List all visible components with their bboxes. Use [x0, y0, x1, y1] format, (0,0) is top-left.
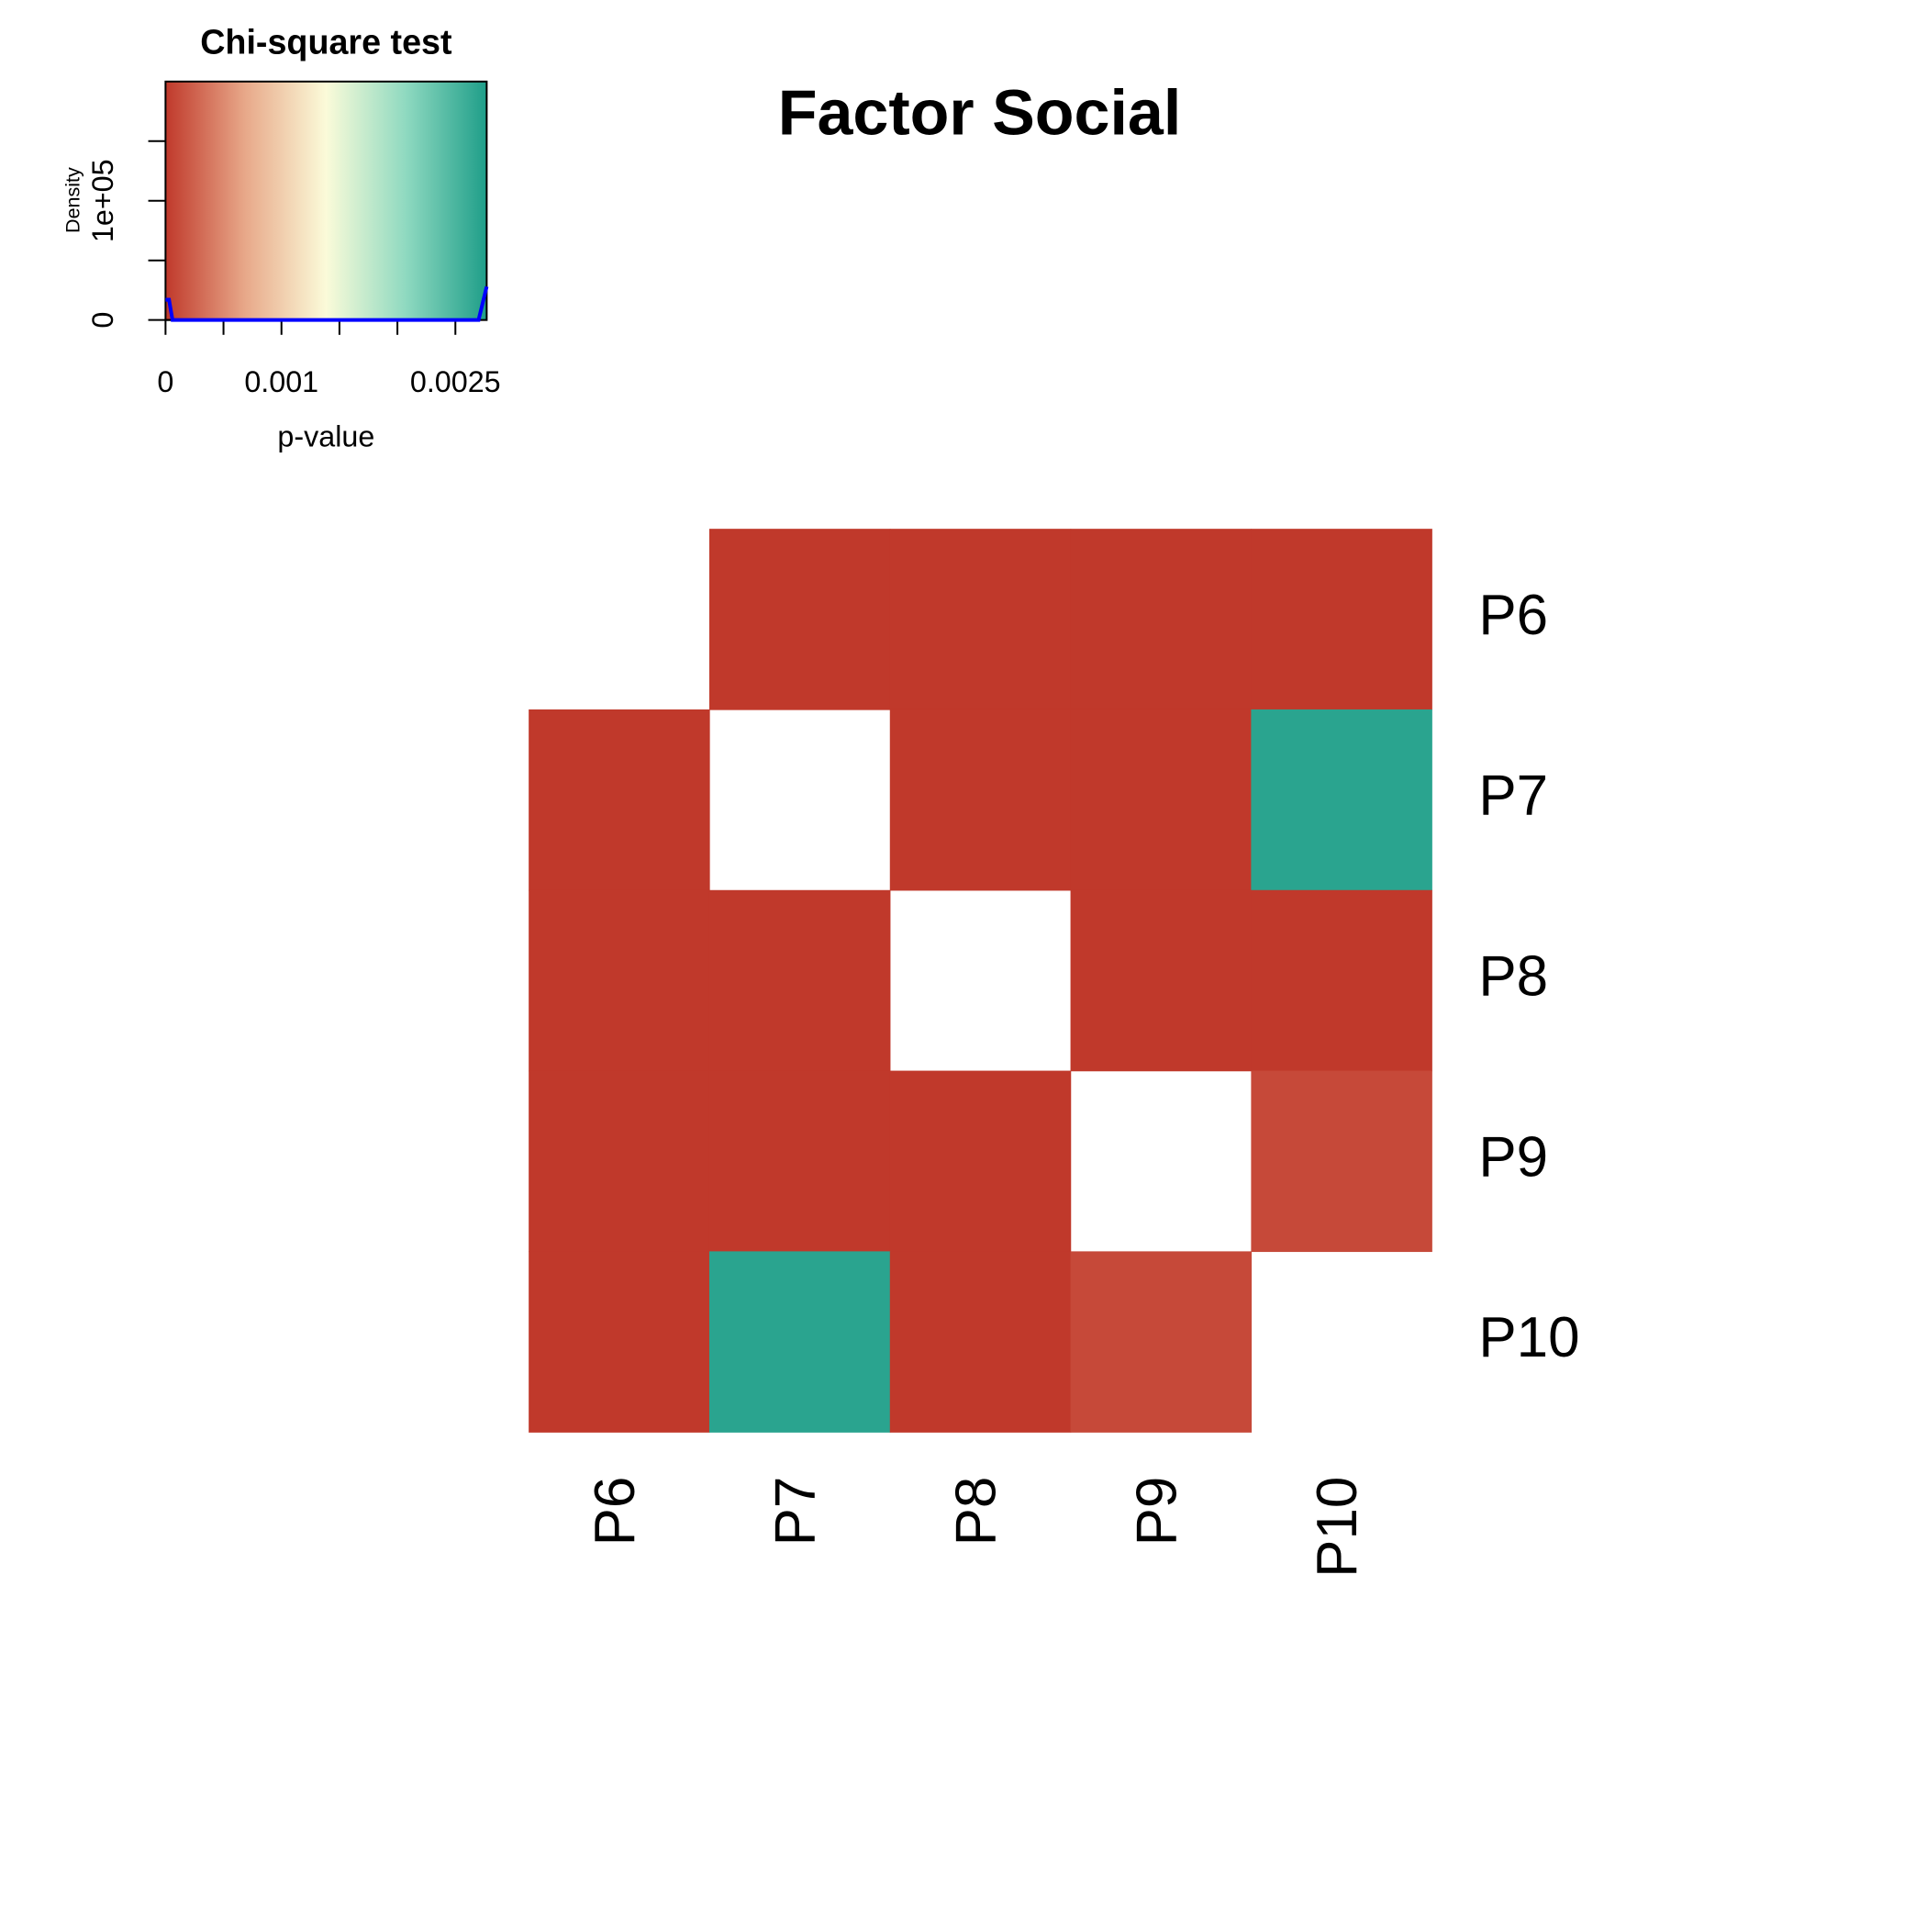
cell [889, 709, 1072, 891]
key-xlabel: p-value [277, 419, 374, 452]
col-label: P7 [764, 1477, 828, 1547]
col-label: P10 [1306, 1477, 1369, 1578]
cell [708, 1070, 891, 1253]
cell [529, 709, 710, 891]
col-label: P8 [945, 1477, 1008, 1547]
cell [529, 1070, 710, 1253]
cell [889, 1251, 1072, 1433]
cell [1251, 889, 1432, 1072]
key-title: Chi-square test [200, 22, 452, 61]
density-line [165, 285, 489, 322]
cell [1070, 709, 1253, 891]
row-label: P9 [1478, 1125, 1548, 1189]
chart-title: Factor Social [778, 76, 1182, 148]
key-ylabel: Density [61, 167, 84, 233]
cell [1070, 529, 1253, 710]
cell [889, 1070, 1072, 1253]
cell [1251, 529, 1432, 710]
cell [1070, 1251, 1253, 1433]
cell [529, 889, 710, 1072]
x-tick-label: 0.0025 [410, 365, 501, 398]
x-tick-label: 0 [157, 365, 173, 398]
y-tick-label: 0 [86, 312, 119, 329]
key-gradient [164, 80, 488, 321]
cell [708, 529, 891, 710]
cell [1070, 889, 1253, 1072]
cell [1251, 709, 1432, 891]
x-tick-label: 0.001 [244, 365, 318, 398]
col-label: P9 [1125, 1477, 1188, 1547]
cell [708, 1251, 891, 1433]
row-label: P7 [1478, 765, 1548, 828]
row-label: P10 [1478, 1306, 1579, 1369]
cell [529, 1251, 710, 1433]
y-tick-label: 1e+05 [86, 159, 119, 242]
row-label: P8 [1478, 945, 1548, 1009]
cell [708, 889, 891, 1072]
row-label: P6 [1478, 584, 1548, 647]
cell [1251, 1070, 1432, 1253]
col-label: P6 [584, 1477, 647, 1547]
cell [889, 529, 1072, 710]
